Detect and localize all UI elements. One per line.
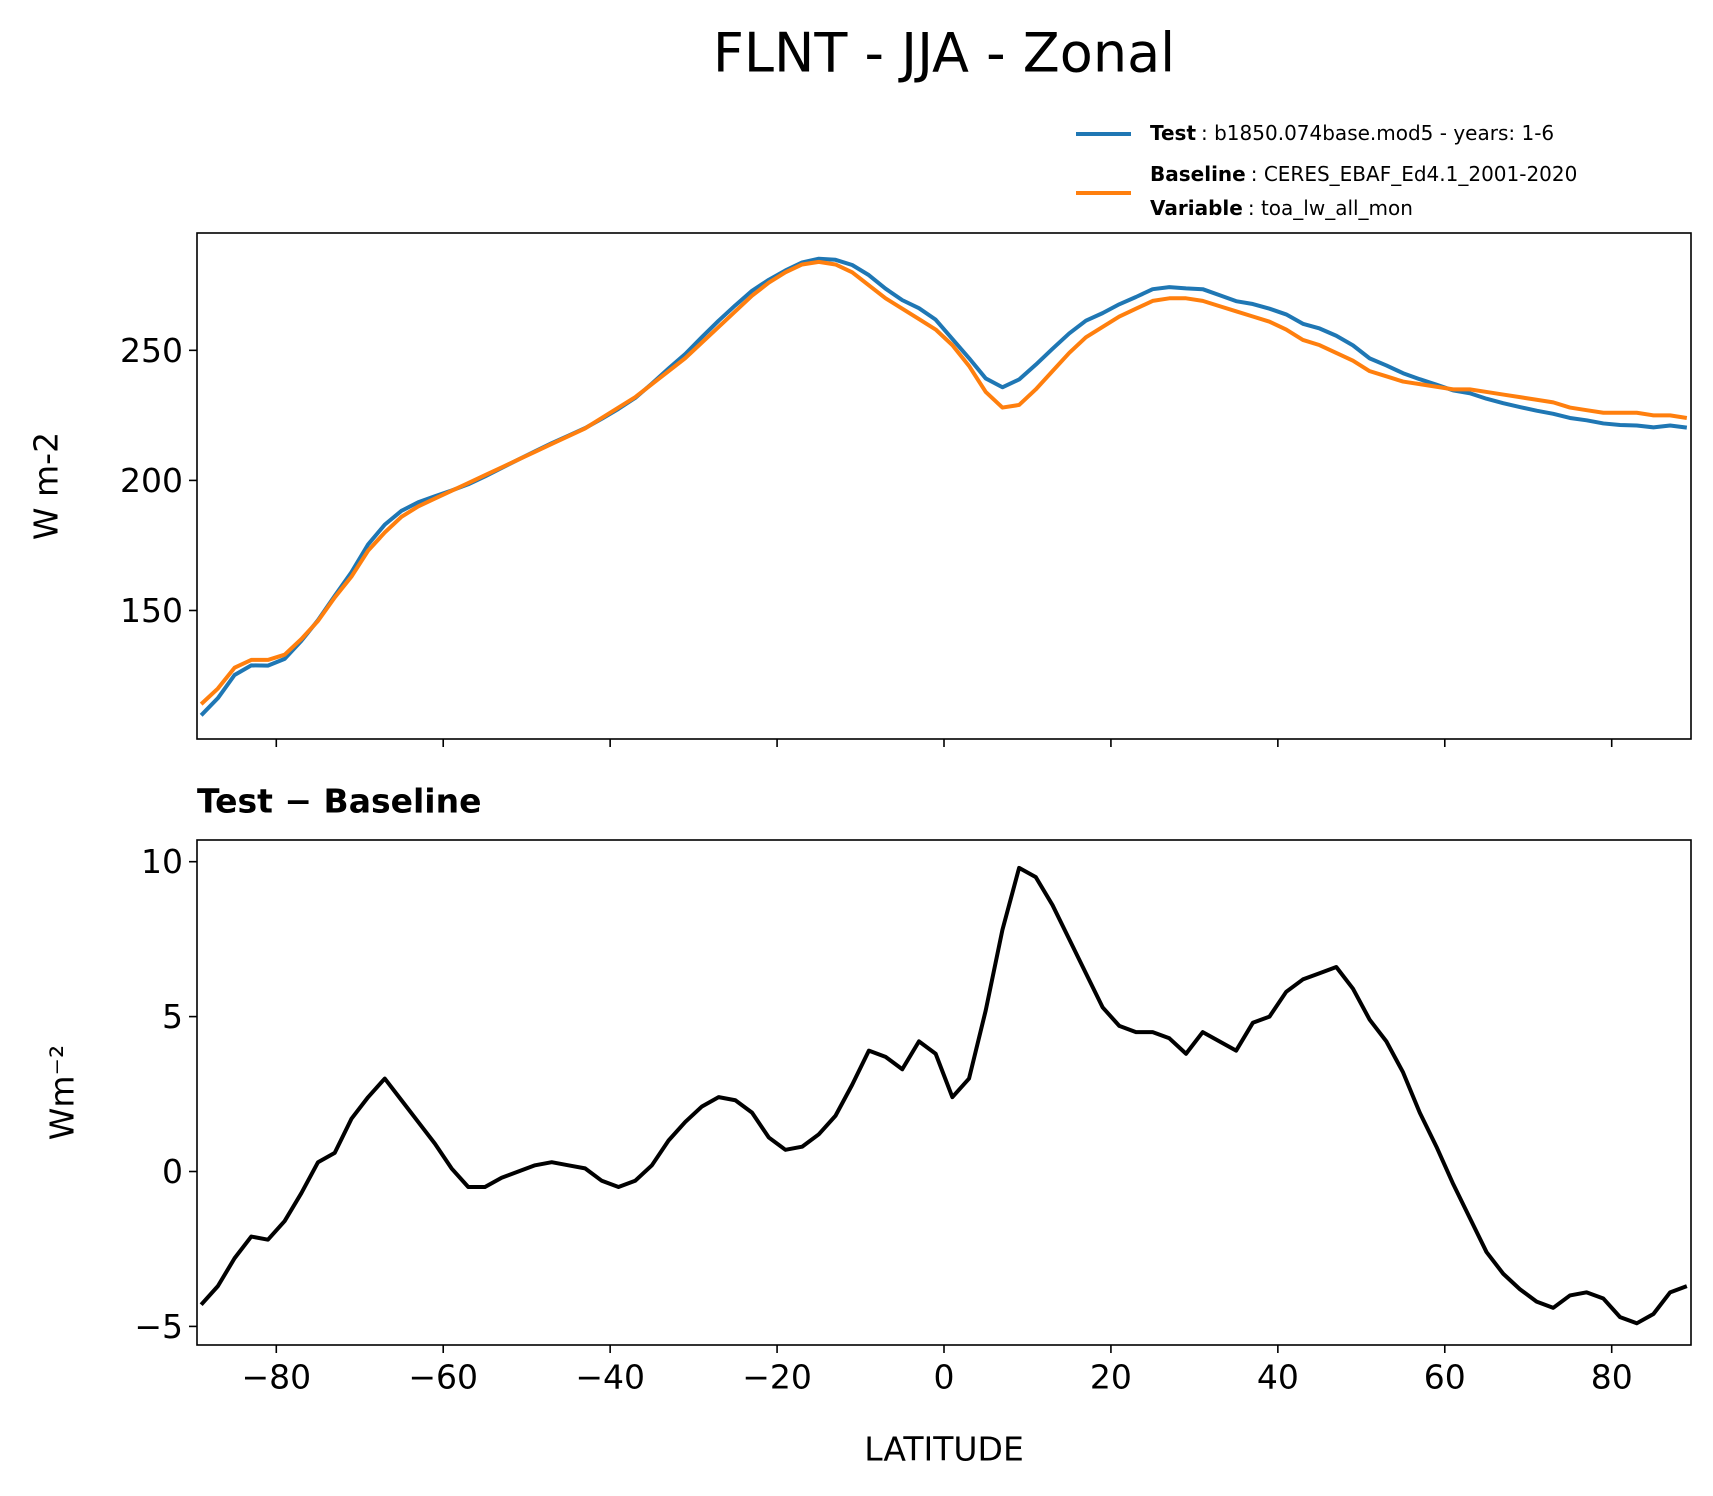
plot-lines xyxy=(199,865,1688,1326)
legend-label: : CERES_EBAF_Ed4.1_2001-2020 xyxy=(1251,162,1578,186)
data-line xyxy=(199,259,1688,706)
y-tick-label: 10 xyxy=(141,842,183,881)
y-tick-label: 250 xyxy=(120,331,183,370)
legend-entry: Test: b1850.074base.mod5 - years: 1-6 xyxy=(1150,121,1554,145)
x-tick-label: 80 xyxy=(1591,1358,1633,1397)
legend-label: : b1850.074base.mod5 - years: 1-6 xyxy=(1201,121,1554,145)
y-tick-label: 200 xyxy=(120,461,183,500)
y-axis-label: W m-2 xyxy=(27,432,66,540)
x-tick-label: −60 xyxy=(408,1358,478,1397)
y-tick-label: 150 xyxy=(120,591,183,630)
legend-name: Variable xyxy=(1150,196,1243,220)
legend-name: Baseline xyxy=(1150,162,1246,186)
legend-name: Test xyxy=(1150,121,1196,145)
y-tick-label: 0 xyxy=(162,1152,183,1191)
x-tick-label: 40 xyxy=(1257,1358,1299,1397)
x-tick-label: −80 xyxy=(241,1358,311,1397)
data-line xyxy=(199,865,1688,1326)
x-tick-label: 60 xyxy=(1424,1358,1466,1397)
legend-label: : toa_lw_all_mon xyxy=(1248,196,1413,220)
panel-title: Test − Baseline xyxy=(197,782,482,821)
x-tick-label: 0 xyxy=(934,1358,955,1397)
y-tick-label: 5 xyxy=(162,997,183,1036)
x-tick-label: 20 xyxy=(1090,1358,1132,1397)
legend-entry: Baseline: CERES_EBAF_Ed4.1_2001-2020 xyxy=(1150,162,1577,186)
x-axis-label: LATITUDE xyxy=(864,1430,1024,1469)
plot-lines xyxy=(199,256,1688,717)
x-tick-label: −40 xyxy=(575,1358,645,1397)
x-tick-label: −20 xyxy=(742,1358,812,1397)
y-tick-label: −5 xyxy=(134,1307,183,1346)
y-axis-label: Wm⁻² xyxy=(43,1045,82,1140)
legend-entry: Variable: toa_lw_all_mon xyxy=(1150,196,1413,220)
figure-title: FLNT - JJA - Zonal xyxy=(713,22,1175,85)
